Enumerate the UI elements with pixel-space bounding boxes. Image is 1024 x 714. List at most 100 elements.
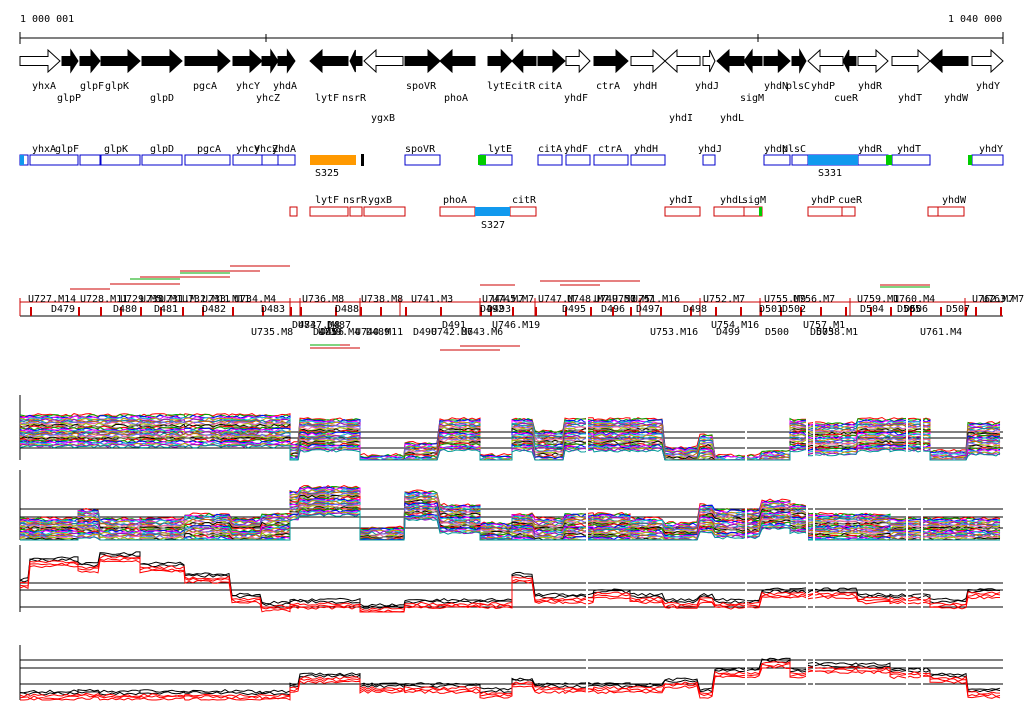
track-gap [813, 395, 815, 700]
segment-label-U757.M1: U757.M1 [803, 320, 845, 331]
gene-arrow-yhdR [857, 48, 889, 74]
segment-label-U727.M14: U727.M14 [28, 294, 76, 305]
forward-operon-box-3 [100, 154, 141, 166]
segment-s331-label: S331 [818, 168, 842, 179]
gene-label-phoA: phoA [444, 93, 468, 104]
segment-label-U738.M8: U738.M8 [361, 294, 403, 305]
segment-label-U729.M5: U729.M5 [120, 294, 162, 305]
segment-label-U754.M16: U754.M16 [711, 320, 759, 331]
segment-tick [380, 307, 382, 316]
segment-label-D493: D493 [487, 304, 511, 315]
gene-arrow-ygxB [363, 48, 404, 74]
gene-arrow-glpF [79, 48, 101, 74]
reverse-operon-box-9 [807, 206, 843, 217]
gene-label-spoVR: spoVR [406, 81, 437, 92]
segment-label-U743.M6: U743.M6 [461, 327, 503, 338]
segment-label-D506: D506 [904, 304, 928, 315]
forward-operon-label-pgcA: pgcA [197, 144, 221, 155]
reverse-operon-label-yhdI: yhdI [669, 195, 693, 206]
segment-label-U734.M4: U734.M4 [234, 294, 276, 305]
gene-label-yhdH: yhdH [633, 81, 657, 92]
expression-track-1-series-line [19, 444, 1001, 461]
segment-tick [845, 307, 847, 316]
coordinate-ruler: 1 000 001 1 040 000 [19, 14, 1004, 44]
ruler-end-label: 1 040 000 [948, 14, 1002, 25]
forward-operon-label-yhcY: yhcY [236, 144, 260, 155]
gene-label-yhdJ: yhdJ [695, 81, 719, 92]
reverse-operon-label-yhdP: yhdP [811, 195, 835, 206]
forward-operon-box-12 [565, 154, 591, 166]
gene-arrow-citR [511, 48, 537, 74]
gene-label-yhdP: yhdP [811, 81, 835, 92]
gene-arrow-yhcY [232, 48, 263, 74]
reverse-operon-box-1 [309, 206, 349, 217]
reverse-operon-label-citR: citR [512, 195, 537, 206]
gene-arrow-yhdY [971, 48, 1004, 74]
segment-label-D497: D497 [636, 304, 660, 315]
reverse-operon-label-cueR: cueR [838, 195, 863, 206]
segment-tick [300, 307, 302, 316]
segment-label-U737.M8: U737.M8 [298, 320, 340, 331]
segment-label-D503: D503 [810, 327, 834, 338]
gene-label-nsrR: nsrR [342, 93, 367, 104]
forward-operon-box-20 [891, 154, 931, 166]
segment-tick [30, 307, 32, 316]
gene-arrow-phoA [439, 48, 476, 74]
segment-tick [780, 307, 782, 316]
reverse-operon-label-ygxB: ygxB [368, 195, 392, 206]
forward-operon-box-19 [857, 154, 889, 166]
segment-tick [490, 307, 492, 316]
forward-operon-label-yhdH: yhdH [634, 144, 658, 155]
gene-arrow-track [19, 48, 1004, 74]
gene-label-yhdI: yhdI [669, 113, 693, 124]
forward-operon-label-yhdY: yhdY [979, 144, 1003, 155]
gene-arrow-glpK [100, 48, 141, 74]
gene-label-glpF: glpF [80, 81, 104, 92]
forward-operon-label-ctrA: ctrA [598, 144, 622, 155]
segment-label-D502: D502 [782, 304, 806, 315]
expression-track-4-series-line [19, 657, 1001, 694]
segment-label-U741.M3: U741.M3 [411, 294, 453, 305]
segment-marker [361, 154, 364, 166]
segment-green-marker [886, 155, 892, 165]
segment-tick [965, 307, 967, 316]
segment-tick [800, 307, 802, 316]
gene-arrow-yhdP [807, 48, 844, 74]
forward-operon-box-2 [79, 154, 101, 166]
segment-tick [480, 307, 482, 316]
forward-operon-label-glpD: glpD [150, 144, 174, 155]
gene-arrow-spoVR [404, 48, 441, 74]
segment-s327-bar [475, 207, 510, 216]
gene-label-plsC: plsC [786, 81, 810, 92]
ruler-start-label: 1 000 001 [20, 14, 74, 25]
gene-label-yhdA: yhdA [273, 81, 297, 92]
gene-label-yhdN: yhdN [764, 81, 788, 92]
segment-label-U742.M6: U742.M6 [431, 327, 473, 338]
segment-label-U730.M1: U730.M1 [140, 294, 182, 305]
expression-track-3-series-line [19, 557, 1001, 613]
segment-tick [360, 307, 362, 316]
forward-operon-box-15 [702, 154, 716, 166]
forward-operon-label-yhdR: yhdR [858, 144, 883, 155]
forward-operon-box-1 [29, 154, 79, 166]
segment-tick [612, 307, 614, 316]
segment-tick [78, 307, 80, 316]
expression-track-4-series-line [19, 659, 1001, 696]
forward-operon-box-11 [537, 154, 563, 166]
expression-track-3-series-line [19, 553, 1001, 609]
segment-tick [890, 307, 892, 316]
segment-label-D484: D484 [292, 320, 316, 331]
reverse-operon-box-2 [349, 206, 363, 217]
segment-label-D496: D496 [601, 304, 625, 315]
segment-tick [1000, 307, 1002, 316]
forward-operon-label-yhxA: yhxA [32, 144, 56, 155]
gene-arrow-pgcA [184, 48, 231, 74]
reverse-operon-label-yhdL: yhdL [720, 195, 744, 206]
gene-arrow-lytF [309, 48, 349, 74]
segment-tick [290, 307, 292, 316]
segment-label-D481: D481 [154, 304, 178, 315]
expression-track-3-series-line [19, 555, 1001, 611]
segment-s327-label: S327 [481, 220, 505, 231]
gene-label-lytF: lytF [315, 93, 339, 104]
